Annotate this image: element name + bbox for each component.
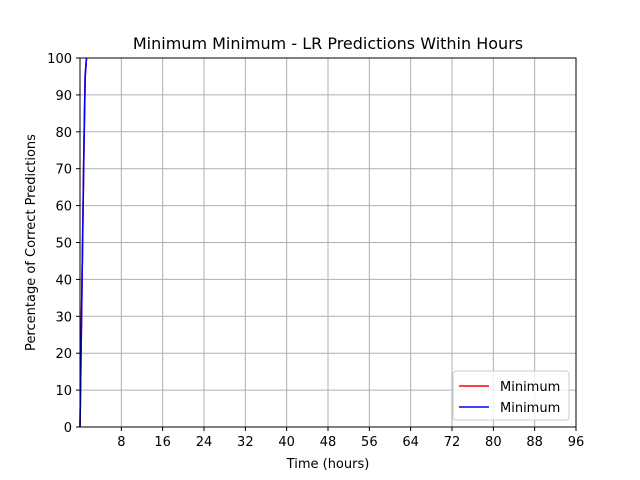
y-tick-label: 70 [55, 163, 72, 178]
y-tick-label: 30 [55, 310, 72, 325]
x-axis-label: Time (hours) [286, 457, 370, 472]
series-layer [79, 57, 88, 428]
x-tick-label: 64 [402, 435, 419, 450]
chart-title: Minimum Minimum - LR Predictions Within … [133, 34, 523, 53]
x-tick-label: 72 [444, 435, 461, 450]
y-tick-label: 100 [47, 52, 72, 67]
x-axis-ticks: 8 16 24 32 40 48 56 64 72 80 88 96 [117, 427, 584, 450]
legend-entry-2: Minimum [500, 401, 560, 416]
grid [80, 57, 577, 428]
legend: Minimum Minimum [452, 370, 570, 421]
y-axis-label: Percentage of Correct Predictions [24, 134, 39, 351]
x-tick-label: 96 [568, 435, 585, 450]
y-tick-label: 80 [55, 126, 72, 141]
y-axis-ticks: 0 10 20 30 40 50 60 70 80 90 100 [47, 52, 80, 436]
y-tick-label: 90 [55, 89, 72, 104]
x-tick-label: 24 [196, 435, 213, 450]
y-tick-label: 10 [55, 384, 72, 399]
y-tick-label: 0 [64, 421, 72, 436]
x-tick-label: 32 [237, 435, 254, 450]
y-tick-label: 50 [55, 237, 72, 252]
x-tick-label: 56 [361, 435, 378, 450]
y-tick-label: 20 [55, 347, 72, 362]
x-tick-label: 8 [117, 435, 125, 450]
x-tick-label: 40 [278, 435, 295, 450]
y-tick-label: 40 [55, 273, 72, 288]
x-tick-label: 88 [526, 435, 543, 450]
y-tick-label: 60 [55, 200, 72, 215]
series-line-2 [79, 57, 88, 428]
x-tick-label: 48 [320, 435, 337, 450]
legend-entry-1: Minimum [500, 380, 560, 395]
x-tick-label: 16 [154, 435, 171, 450]
x-tick-label: 80 [485, 435, 502, 450]
